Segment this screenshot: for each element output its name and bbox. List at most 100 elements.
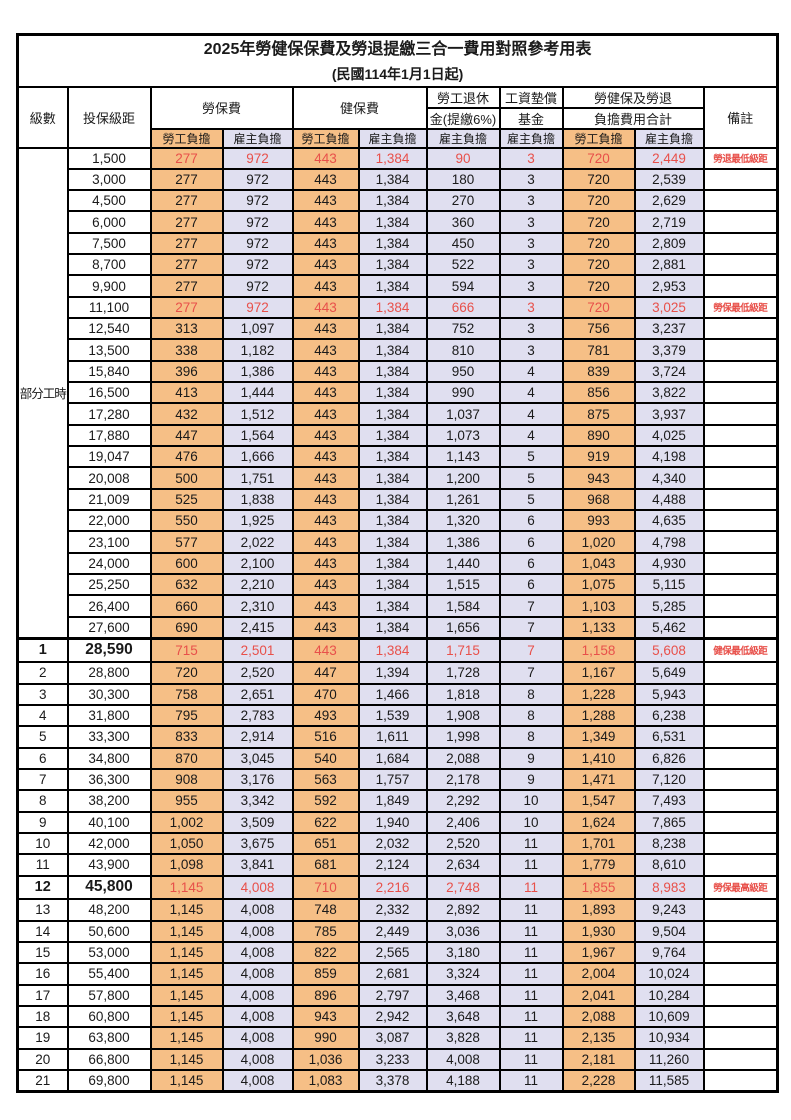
value-cell: 3,509 <box>221 810 294 834</box>
level-cell: 14 <box>16 919 69 943</box>
value-cell: 666 <box>425 295 501 320</box>
value-cell: 443 <box>291 146 360 170</box>
value-cell: 4,008 <box>221 874 294 901</box>
bracket-cell: 1,500 <box>66 146 152 170</box>
title-cell: 2025年勞健保保費及勞退提繳三合一費用對照參考用表 (民國114年1月1日起) <box>16 33 779 88</box>
table-row: 23,100 577 2,022 443 1,384 1,386 6 1,020 4,798 <box>18 530 779 554</box>
value-cell: 3,828 <box>425 1026 501 1050</box>
value-cell: 6,826 <box>633 746 705 770</box>
value-cell: 4,025 <box>633 423 705 448</box>
remark-cell <box>702 831 779 856</box>
table-row: 8 38,200 955 3,342 592 1,849 2,292 10 1,547 7,493 <box>16 789 779 813</box>
table-row: 6,000 277 972 443 1,384 360 3 720 2,719 <box>18 210 779 234</box>
value-cell: 822 <box>291 940 360 965</box>
table-row: 4,500 277 972 443 1,384 270 3 720 2,629 <box>18 189 779 213</box>
value-cell: 500 <box>149 466 224 490</box>
value-cell: 990 <box>425 381 501 405</box>
header-row-2: 金(提繳6%) 基金 負擔費用合計 <box>18 106 778 130</box>
value-cell: 2,748 <box>425 874 501 901</box>
bracket-cell: 3,000 <box>66 167 152 192</box>
value-cell: 2,565 <box>357 940 428 965</box>
remark-cell <box>702 919 779 943</box>
value-cell: 622 <box>291 810 360 834</box>
remark-cell <box>702 962 779 986</box>
value-cell: 8 <box>498 725 564 749</box>
value-cell: 3,841 <box>221 853 294 877</box>
bracket-cell: 40,100 <box>66 810 152 834</box>
value-cell: 1,466 <box>357 682 428 706</box>
value-cell: 1,384 <box>357 487 428 512</box>
value-cell: 2,181 <box>561 1047 636 1071</box>
value-cell: 277 <box>149 189 224 213</box>
header-row-1: 級數 投保級距 勞保費 健保費 勞工退休 工資墊償 勞健保及勞退 備註 <box>16 85 779 149</box>
subheader-labor-employee: 勞工負擔 <box>149 127 224 149</box>
value-cell: 1,097 <box>221 317 294 341</box>
col-header-remarks: 備註 <box>702 85 779 149</box>
value-cell: 1,384 <box>357 636 428 664</box>
value-cell: 2,520 <box>221 661 294 685</box>
remark-cell <box>702 594 779 618</box>
value-cell: 338 <box>149 338 224 362</box>
value-cell: 277 <box>149 295 224 320</box>
value-cell: 450 <box>425 231 501 256</box>
bracket-cell: 20,008 <box>66 466 152 490</box>
value-cell: 4,008 <box>221 1026 294 1050</box>
value-cell: 2,332 <box>357 898 428 922</box>
value-cell: 4,008 <box>221 919 294 943</box>
table-row: 15,840 396 1,386 443 1,384 950 4 839 3,724 <box>18 359 779 384</box>
subheader-health-employee: 勞工負擔 <box>291 127 360 149</box>
value-cell: 1,145 <box>149 1026 224 1050</box>
subheader-health-employer: 雇主負擔 <box>357 127 428 149</box>
value-cell: 3,045 <box>221 746 294 770</box>
value-cell: 396 <box>149 359 224 384</box>
value-cell: 1,384 <box>357 210 428 234</box>
value-cell: 4,008 <box>221 1004 294 1029</box>
remark-cell <box>702 898 779 922</box>
table-row: 14 50,600 1,145 4,008 785 2,449 3,036 11 1,930 9,… <box>16 919 779 943</box>
value-cell: 443 <box>291 167 360 192</box>
level-cell: 3 <box>16 682 69 706</box>
value-cell: 413 <box>149 381 224 405</box>
level-cell: 2 <box>16 661 69 685</box>
value-cell: 443 <box>291 189 360 213</box>
value-cell: 1,349 <box>561 725 636 749</box>
value-cell: 2,629 <box>633 189 705 213</box>
value-cell: 1,145 <box>149 1047 224 1071</box>
value-cell: 4,008 <box>221 1068 294 1093</box>
bracket-cell: 17,280 <box>66 402 152 426</box>
value-cell: 2,210 <box>221 573 294 597</box>
value-cell: 2,449 <box>633 146 705 170</box>
value-cell: 1,050 <box>149 831 224 856</box>
table-row: 13,500 338 1,182 443 1,384 810 3 781 3,379 <box>18 338 779 362</box>
table-row: 25,250 632 2,210 443 1,384 1,515 6 1,075 5,115 <box>18 573 779 597</box>
value-cell: 443 <box>291 231 360 256</box>
value-cell: 4 <box>498 423 564 448</box>
part-time-label: 部分工時 <box>16 146 69 640</box>
page-subtitle: (民國114年1月1日起) <box>331 65 464 82</box>
value-cell: 3,342 <box>221 789 294 813</box>
table-row: 12 45,800 1,145 4,008 710 2,216 2,748 11 1,855 8,… <box>16 874 779 901</box>
value-cell: 1,818 <box>425 682 501 706</box>
value-cell: 1,037 <box>425 402 501 426</box>
bracket-cell: 50,600 <box>66 919 152 943</box>
value-cell: 443 <box>291 466 360 490</box>
value-cell: 277 <box>149 253 224 277</box>
remark-cell <box>702 274 779 298</box>
value-cell: 955 <box>149 789 224 813</box>
table-row: 17,280 432 1,512 443 1,384 1,037 4 875 3,937 <box>18 402 779 426</box>
value-cell: 550 <box>149 509 224 533</box>
value-cell: 443 <box>291 359 360 384</box>
value-cell: 7 <box>498 615 564 640</box>
remark-cell <box>702 167 779 192</box>
level-cell: 6 <box>16 746 69 770</box>
col-header-level: 級數 <box>16 85 69 149</box>
value-cell: 720 <box>149 661 224 685</box>
value-cell: 594 <box>425 274 501 298</box>
bracket-cell: 38,200 <box>66 789 152 813</box>
value-cell: 2,406 <box>425 810 501 834</box>
value-cell: 833 <box>149 725 224 749</box>
col-header-total-line1: 勞健保及勞退 <box>561 85 705 109</box>
remark-cell <box>702 551 779 576</box>
value-cell: 1,043 <box>561 551 636 576</box>
value-cell: 1,158 <box>561 636 636 664</box>
